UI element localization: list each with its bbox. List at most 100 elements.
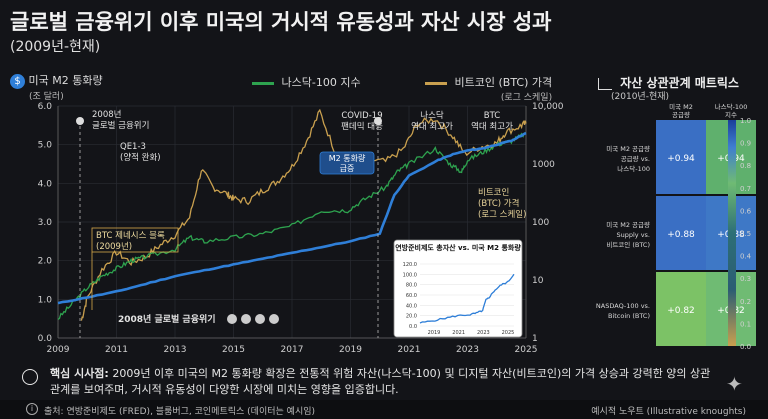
left-tick-label: 6.0 <box>38 102 53 112</box>
inset-y-tick: 60.0 <box>406 293 417 299</box>
qe-sub: (양적 완화) <box>120 152 161 163</box>
insight-lead: 핵심 시사점: <box>50 367 109 380</box>
legend-nasdaq: 나스닥-100 지수 <box>252 74 361 90</box>
x-tick-label: 2009 <box>47 345 70 355</box>
inset-x-tick: 2023 <box>477 330 490 336</box>
colorbar-tick-label: 0.6 <box>740 207 752 215</box>
heatmap-row-label: Supply vs. <box>616 231 650 239</box>
main-chart: 0.0 1.0 2.0 3.0 4.0 5.0 6.0 2009 2011 2013 2015 201… <box>38 102 564 355</box>
info-icon: i <box>26 403 38 415</box>
colorbar-tick-label: 0.8 <box>740 162 751 170</box>
money-bag-icon <box>255 314 265 324</box>
x-tick-label: 2019 <box>339 345 362 355</box>
legend-btc: 비트코인 (BTC) 가격 (로그 스케일) <box>425 74 552 103</box>
left-tick-label: 0.0 <box>38 334 53 344</box>
left-tick-label: 2.0 <box>38 257 53 267</box>
bank-icon <box>227 314 237 324</box>
heatmap-cell <box>656 272 706 346</box>
inset-x-tick: 2025 <box>502 330 515 336</box>
btc-ath-sub: 역대 최고가 <box>471 121 513 132</box>
heatmap-title: 자산 상관관계 매트릭스 <box>598 74 739 91</box>
m2-surge-sub: 급증 <box>340 164 355 173</box>
legend-btc-swatch <box>425 81 447 85</box>
heatmap-col-label: 지수 <box>725 110 737 119</box>
heatmap-col-label: 공급량 <box>672 111 690 119</box>
legend-m2: $ 미국 M2 통화량 (조 달러) <box>10 72 103 102</box>
gear-icon <box>269 314 279 324</box>
page-subtitle: (2009년-현재) <box>10 39 101 55</box>
nasdaq-ath-label: 나스닥 <box>420 110 444 121</box>
page-title: 글로벌 금융위기 이후 미국의 거시적 유동성과 자산 시장 성과 <box>10 10 552 34</box>
covid-sub: 팬데믹 대응 <box>341 121 383 132</box>
lightbulb-icon <box>22 369 38 385</box>
right-tick-label: 10,000 <box>532 102 564 112</box>
inset-x-tick: 2021 <box>452 330 465 336</box>
heatmap-col-label: 미국 M2 <box>669 102 693 111</box>
footer-source: 출처: 연방준비제도 (FRED), 블룸버그, 코인메트릭스 (데이터는 예시… <box>44 407 316 417</box>
inset-series-line <box>419 273 515 324</box>
covid-label: COVID-19 <box>341 111 382 121</box>
colorbar-tick-label: 0.1 <box>740 320 751 328</box>
legend-m2-unit: (조 달러) <box>29 91 64 102</box>
heatmap-row-label: 공급량 vs. <box>621 155 650 163</box>
heatmap-row-label: NASDAQ-100 vs. <box>596 302 650 310</box>
legend-nasdaq-label: 나스닥-100 지수 <box>281 76 361 89</box>
inset-x-tick: 2019 <box>428 330 441 336</box>
left-tick-label: 4.0 <box>38 179 53 189</box>
m2-surge-callout: M2 통화량 급증 <box>319 151 375 175</box>
inset-title: 연방준비제도 총자산 vs. 미국 M2 통화량 <box>395 243 521 252</box>
gfc-label: 글로벌 금융위기 <box>92 120 149 131</box>
qe-label: QE1-3 <box>120 142 146 152</box>
heatmap-row-label: 비트코인 (BTC) <box>606 240 650 249</box>
heatmap-cell-value: +0.94 <box>667 154 695 164</box>
legend-btc-label: 비트코인 (BTC) 가격 <box>454 76 553 89</box>
dollar-icon: $ <box>10 73 25 89</box>
heatmap-row-label: 나스닥-100 <box>617 164 650 173</box>
legend-nasdaq-swatch <box>252 81 274 85</box>
heatmap-cell <box>656 120 706 194</box>
heatmap-subtitle: (2010년-현재) <box>611 92 670 102</box>
btc-genesis-year: (2009년) <box>96 241 132 252</box>
insight-body: 2009년 이후 미국의 M2 통화량 확장은 전통적 위험 자산(나스닥-10… <box>50 367 711 396</box>
inset-chart: 연방준비제도 총자산 vs. 미국 M2 통화량 120.0 100.0 80.0 6… <box>393 239 523 338</box>
colorbar-tick-label: 0.5 <box>740 230 751 238</box>
colorbar-tick-label: 0.4 <box>740 253 752 261</box>
btc-genesis-label: BTC 제네시스 블록 <box>96 230 165 241</box>
insight-box: 핵심 시사점: 2009년 이후 미국의 M2 통화량 확장은 전통적 위험 자… <box>0 364 768 400</box>
m2-surge-label: M2 통화량 <box>329 153 366 163</box>
x-tick-label: 2025 <box>515 345 538 355</box>
gfc-year: 2008년 <box>92 109 121 120</box>
x-tick-label: 2015 <box>222 345 245 355</box>
sparkle-icon: ✦ <box>726 372 743 396</box>
colorbar-tick-label: 0.0 <box>740 343 751 350</box>
legend-btc-unit: (로그 스케일) <box>500 93 553 103</box>
left-tick-label: 3.0 <box>38 218 53 228</box>
insight-text: 핵심 시사점: 2009년 이후 미국의 M2 통화량 확장은 전통적 위험 자… <box>50 366 720 398</box>
chart-up-icon <box>598 77 612 90</box>
footer: i 출처: 연방준비제도 (FRED), 블룸버그, 코인메트릭스 (데이터는 … <box>0 400 768 419</box>
gfc-annotation: 2008년 글로벌 금융위기 <box>76 109 149 338</box>
heatmap-cell <box>656 196 706 270</box>
inset-y-tick: 40.0 <box>406 303 417 309</box>
x-tick-label: 2021 <box>398 345 421 355</box>
colorbar-tick-label: 0.3 <box>740 275 751 283</box>
covid-annotation: COVID-19 팬데믹 대응 <box>341 111 383 338</box>
heatmap-cell-value: +0.82 <box>667 306 695 316</box>
x-tick-label: 2023 <box>456 345 479 355</box>
inset-y-tick: 20.0 <box>406 314 417 320</box>
x-tick-label: 2017 <box>281 345 304 355</box>
inset-y-tick: 100.0 <box>403 272 417 278</box>
btc-right-1: 비트코인 <box>478 187 509 198</box>
qe-annotation: QE1-3 (양적 완화) <box>120 142 161 163</box>
left-tick-label: 5.0 <box>38 141 53 151</box>
heatmap-title-text: 자산 상관관계 매트릭스 <box>620 76 739 90</box>
footer-brand: 예시적 노우트 (Illustrative knoughts) <box>591 407 746 417</box>
right-tick-label: 1000 <box>532 160 555 170</box>
left-tick-label: 1.0 <box>38 295 53 305</box>
right-tick-label: 1 <box>532 334 538 344</box>
chart-down-icon <box>241 314 251 324</box>
nasdaq-ath-annotation: 나스닥 역대 최고가 <box>411 110 453 132</box>
heatmap-cell-value: +0.88 <box>667 230 695 240</box>
heatmap-row-label: Bitcoin (BTC) <box>608 312 650 320</box>
